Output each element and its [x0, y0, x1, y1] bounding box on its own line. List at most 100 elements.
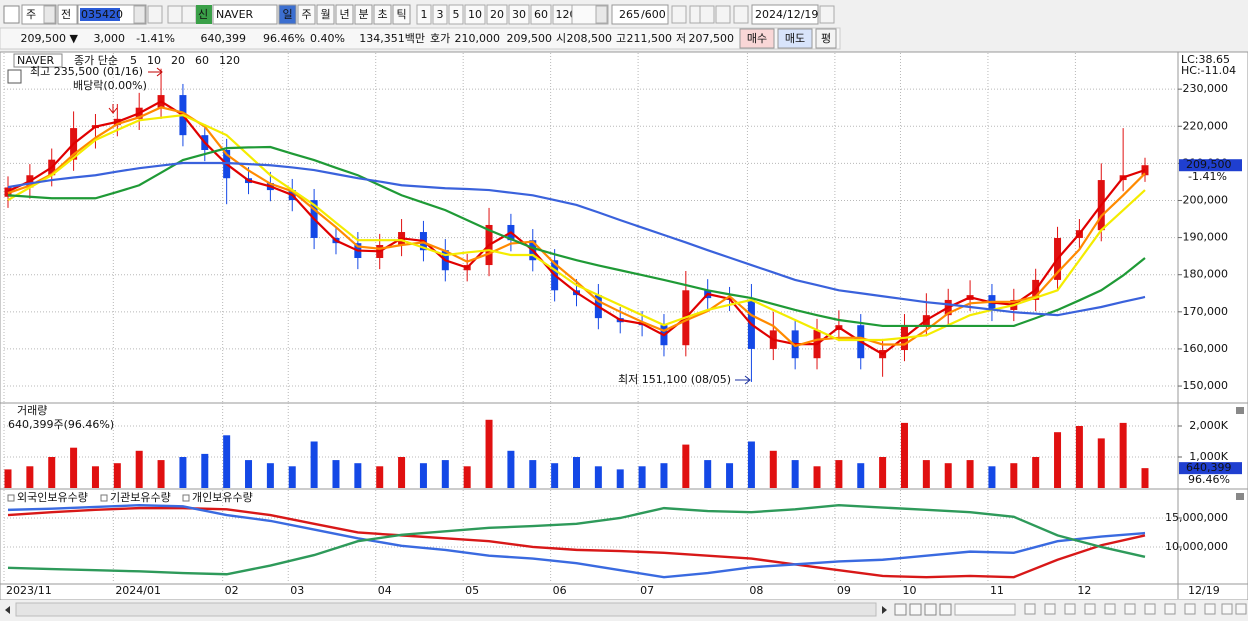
quote-bar — [0, 27, 841, 50]
tool-icon[interactable] — [1184, 603, 1196, 615]
period-btn[interactable] — [373, 4, 392, 25]
tool-icon[interactable] — [1024, 603, 1036, 615]
interval-label[interactable]: 120 — [556, 8, 577, 21]
code[interactable]: 035420 — [81, 8, 123, 21]
menu-icon[interactable] — [3, 5, 20, 24]
ma-line — [7, 113, 1146, 342]
tool-icon[interactable] — [1124, 603, 1136, 615]
period-btn[interactable] — [354, 4, 373, 25]
dropdown — [595, 5, 608, 24]
sell-btn[interactable] — [777, 28, 813, 49]
tool-icon[interactable] — [1084, 603, 1096, 615]
avg-btn[interactable] — [815, 28, 837, 49]
buy-label[interactable]: 매수 — [747, 32, 767, 45]
stock-name[interactable]: NAVER — [216, 8, 254, 21]
tool-icon[interactable] — [1221, 603, 1233, 615]
volume-bar — [944, 463, 952, 488]
x-tick-label: 06 — [553, 584, 567, 597]
name-input[interactable] — [212, 4, 278, 25]
table-icon[interactable] — [7, 69, 22, 84]
scroll-btn[interactable] — [924, 603, 937, 616]
tool-icon[interactable] — [1204, 603, 1216, 615]
tool-icon[interactable] — [1104, 603, 1116, 615]
period-label[interactable]: 일 — [282, 7, 292, 21]
tool-icon[interactable] — [1044, 603, 1056, 615]
date[interactable]: 2024/12/19 — [755, 8, 818, 21]
scroll-btn[interactable] — [894, 603, 907, 616]
tool-icon[interactable] — [733, 5, 749, 24]
period-label[interactable]: 월 — [320, 8, 330, 21]
scope-btn[interactable] — [57, 4, 78, 25]
period-btn[interactable] — [278, 4, 297, 25]
sell-label[interactable]: 매도 — [785, 32, 805, 45]
interval-label[interactable]: 1 — [421, 8, 428, 21]
scroll-right[interactable] — [882, 606, 887, 614]
interval-btn[interactable] — [448, 4, 464, 25]
tool-icon[interactable] — [671, 5, 687, 24]
period-label[interactable]: 분 — [358, 8, 368, 21]
period-btn[interactable] — [297, 4, 316, 25]
interval-label[interactable]: 5 — [453, 8, 460, 21]
interval-label[interactable]: 60 — [534, 8, 548, 21]
period-btn[interactable] — [392, 4, 411, 25]
interval-btn[interactable] — [530, 4, 552, 25]
interval-btn[interactable] — [508, 4, 530, 25]
volume-bar — [594, 466, 602, 488]
tool-icon[interactable] — [1235, 603, 1247, 615]
scroll-left[interactable] — [5, 606, 10, 614]
period-btn[interactable] — [316, 4, 335, 25]
x-tick-label: 04 — [378, 584, 392, 597]
scroll-btn[interactable] — [939, 603, 952, 616]
quote-high-label: 고 — [616, 32, 626, 45]
tool-icon[interactable] — [715, 5, 731, 24]
tool-icon[interactable] — [147, 5, 163, 24]
y-tick-label: 220,000 — [1183, 119, 1229, 132]
avg-label[interactable]: 평 — [821, 32, 831, 45]
tool-icon[interactable] — [1144, 603, 1156, 615]
volume-bar — [1010, 463, 1018, 488]
market[interactable]: 주 — [26, 8, 36, 21]
tool-icon[interactable] — [181, 5, 197, 24]
x-tick-label: 05 — [465, 584, 479, 597]
holding-line — [7, 504, 1146, 579]
x-tick-label: 03 — [290, 584, 304, 597]
scope[interactable]: 전 — [61, 8, 71, 21]
volume-bar — [398, 456, 406, 488]
interval-label[interactable]: 30 — [512, 8, 526, 21]
pane-button[interactable] — [1236, 407, 1244, 414]
count[interactable]: 265 — [619, 8, 640, 21]
interval-label[interactable]: 20 — [490, 8, 504, 21]
interval-btn[interactable] — [432, 4, 448, 25]
count-input[interactable] — [611, 4, 669, 25]
legend-swatch — [182, 494, 190, 502]
scroll-btn[interactable] — [909, 603, 922, 616]
buy-btn[interactable] — [739, 28, 775, 49]
tool-icon[interactable] — [819, 5, 835, 24]
tool-icon[interactable] — [699, 5, 715, 24]
legend-entry: 외국인보유수량 — [17, 491, 88, 504]
scroll-track[interactable] — [15, 602, 877, 617]
tool-icon[interactable] — [167, 5, 183, 24]
interval-btn[interactable] — [486, 4, 508, 25]
pane-button[interactable] — [1236, 493, 1244, 500]
period-label[interactable]: 주 — [301, 8, 311, 21]
legend-entry: 기관보유수량 — [110, 491, 171, 504]
interval-btn[interactable] — [464, 4, 486, 25]
interval-label[interactable]: 3 — [437, 8, 444, 21]
tool-icon[interactable] — [1064, 603, 1076, 615]
legend-entry: 10 — [147, 54, 161, 67]
period-label[interactable]: 년 — [339, 8, 349, 21]
volume-bar — [310, 441, 318, 488]
volume-bar — [988, 466, 996, 488]
volume-bar — [1032, 456, 1040, 488]
tool-icon[interactable] — [1164, 603, 1176, 615]
period-label[interactable]: 틱 — [396, 8, 406, 21]
date-input[interactable] — [751, 4, 819, 25]
period-label[interactable]: 초 — [377, 8, 387, 21]
period-btn[interactable] — [335, 4, 354, 25]
volume-bar — [179, 456, 187, 488]
interval-label[interactable]: 10 — [468, 8, 482, 21]
interval-btn[interactable] — [416, 4, 432, 25]
zoom-slider[interactable] — [954, 603, 1016, 616]
